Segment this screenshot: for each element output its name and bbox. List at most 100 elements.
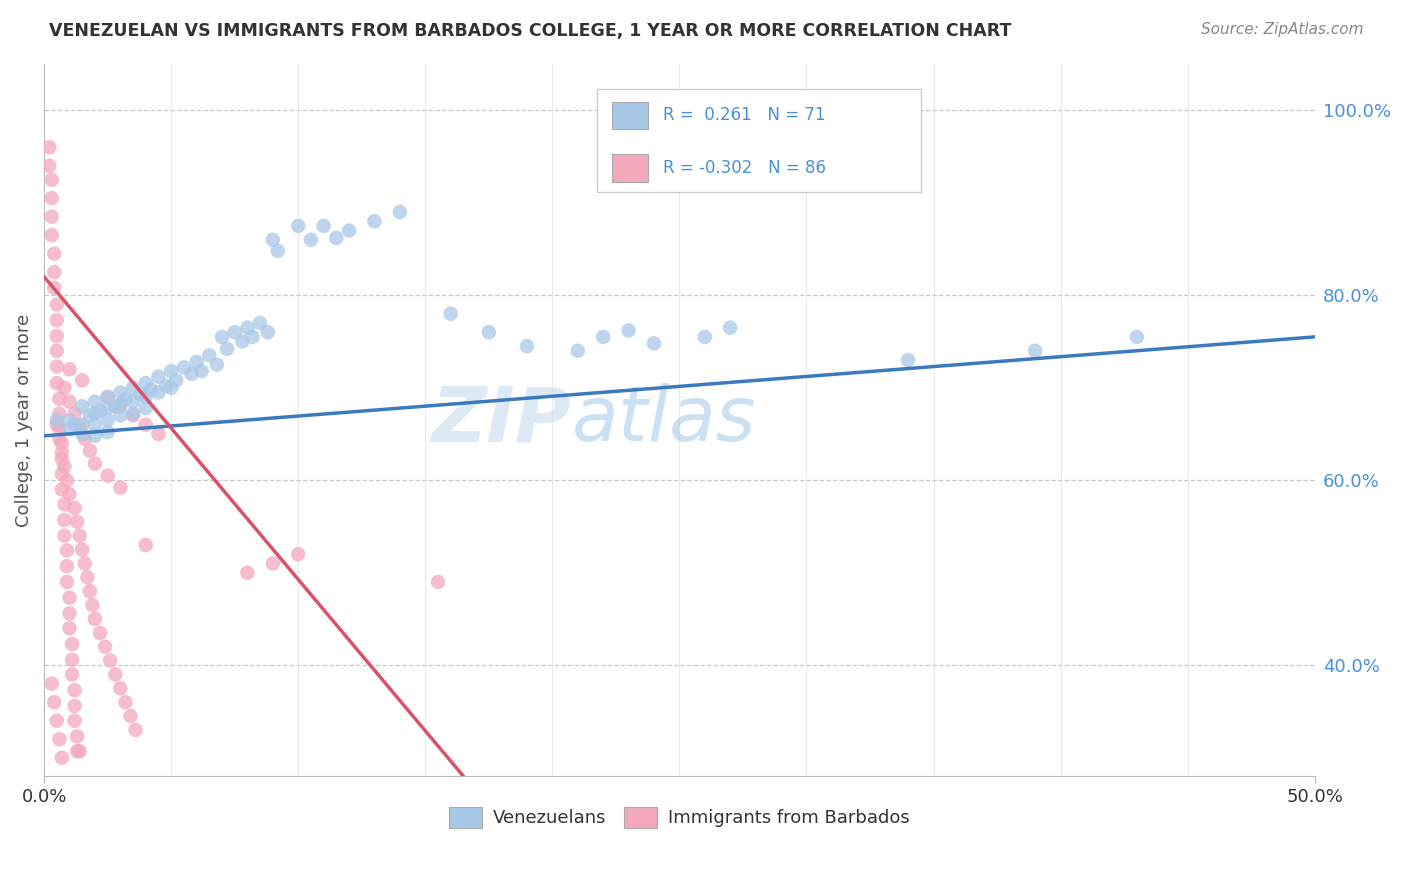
Point (97, 425, 120, 439)
Point (82, 598, 104, 612)
Point (110, 385, 132, 400)
Point (363, 214, 385, 228)
Point (267, 244, 290, 258)
Text: R = -0.302   N = 86: R = -0.302 N = 86 (662, 159, 825, 177)
Point (287, 547, 309, 561)
Point (97, 413, 120, 427)
Point (198, 348, 221, 362)
Point (41, 210, 63, 224)
Legend: Venezuelans, Immigrants from Barbados: Venezuelans, Immigrants from Barbados (441, 799, 917, 835)
Point (51, 483, 73, 497)
Y-axis label: College, 1 year or more: College, 1 year or more (15, 314, 32, 526)
Point (70, 427, 93, 442)
Point (249, 316, 271, 330)
Point (70, 542, 93, 557)
Point (48, 392, 70, 406)
Point (693, 330, 716, 344)
Point (262, 233, 284, 247)
Point (120, 709, 142, 723)
Point (84, 457, 107, 471)
Point (135, 417, 157, 432)
Point (89, 625, 111, 640)
Point (190, 364, 212, 378)
Point (70, 417, 93, 432)
Point (148, 385, 170, 400)
Point (73, 432, 96, 446)
Point (122, 381, 145, 395)
Point (135, 390, 157, 404)
Point (66, 515, 89, 529)
Point (70, 373, 93, 387)
Point (388, 205, 411, 219)
Point (312, 219, 335, 233)
Point (97, 468, 120, 483)
Point (643, 336, 665, 351)
Point (79, 584, 101, 599)
Point (135, 538, 157, 552)
Point (51, 445, 73, 459)
Point (478, 325, 501, 339)
Point (63, 714, 86, 728)
Point (44, 265, 66, 279)
FancyBboxPatch shape (612, 102, 648, 128)
Point (45, 359, 67, 374)
Point (79, 443, 101, 458)
Point (148, 427, 170, 442)
Point (69, 529, 91, 543)
Point (51, 750, 73, 764)
Point (44, 281, 66, 295)
Point (60, 637, 83, 651)
Point (325, 231, 347, 245)
Point (97, 390, 120, 404)
Point (104, 667, 127, 681)
Point (567, 343, 589, 358)
Point (56, 473, 79, 487)
Point (148, 369, 170, 384)
Point (51, 436, 73, 450)
Point (617, 323, 640, 337)
Point (236, 566, 259, 580)
Point (53, 513, 76, 527)
Point (58, 621, 80, 635)
Point (56, 574, 79, 589)
Point (56, 559, 79, 574)
Point (41, 228, 63, 243)
Point (84, 612, 107, 626)
Text: ZIP: ZIP (432, 384, 571, 457)
Point (122, 407, 145, 421)
Point (58, 607, 80, 621)
Point (122, 409, 145, 423)
Point (217, 342, 239, 356)
Point (155, 379, 177, 393)
Point (440, 307, 463, 321)
Point (110, 397, 132, 411)
Point (236, 320, 259, 334)
Point (63, 417, 86, 432)
Point (180, 367, 202, 381)
Point (58, 487, 80, 501)
Point (73, 557, 96, 571)
Point (63, 683, 86, 698)
Point (337, 223, 360, 237)
FancyBboxPatch shape (596, 89, 921, 193)
Point (45, 297, 67, 311)
Point (70, 399, 93, 413)
Point (60, 667, 83, 681)
Point (110, 481, 132, 495)
Point (97, 390, 120, 404)
Point (205, 358, 228, 372)
Point (299, 233, 322, 247)
Point (53, 459, 76, 474)
Point (287, 219, 309, 233)
Point (427, 574, 450, 589)
Point (76, 570, 98, 584)
Point (139, 383, 162, 397)
Point (897, 353, 920, 368)
Text: Source: ZipAtlas.com: Source: ZipAtlas.com (1201, 22, 1364, 37)
Point (53, 497, 76, 511)
Point (97, 401, 120, 416)
Point (262, 557, 284, 571)
Point (84, 429, 107, 443)
Point (160, 381, 183, 395)
Point (45, 417, 67, 432)
